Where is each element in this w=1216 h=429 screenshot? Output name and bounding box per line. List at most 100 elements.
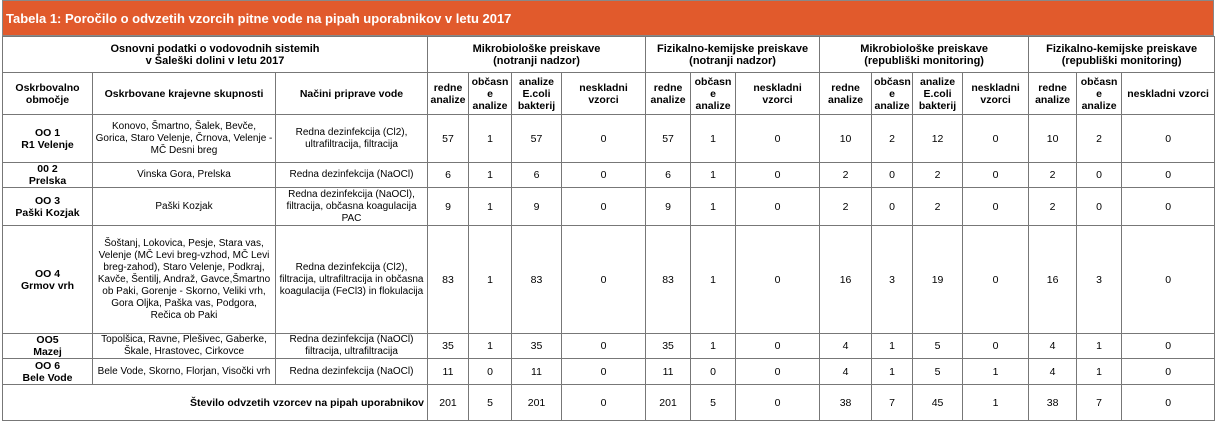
value-cell: 6	[645, 162, 692, 188]
area-code: OO5	[36, 334, 59, 347]
value-cell: 1	[690, 187, 737, 226]
value-cell: 0	[962, 333, 1030, 359]
value-cell: 9	[645, 187, 692, 226]
value-cell: 0	[560, 162, 647, 188]
col-header-redne: redne analize	[645, 72, 692, 115]
communities-cell: Topolšica, Ravne, Plešivec, Gaberke, Ška…	[92, 333, 276, 359]
total-value-cell: 7	[871, 384, 914, 421]
value-cell: 35	[511, 333, 562, 359]
table-row: OO5 Mazej Topolšica, Ravne, Plešivec, Gabe…	[2, 333, 1216, 359]
value-cell: 0	[871, 162, 914, 188]
table-row: OO 1 R1 Velenje Konovo, Šmartno, Šalek, Be…	[2, 114, 1216, 163]
area-name: Paški Kozjak	[15, 206, 80, 219]
value-cell: 1	[468, 225, 512, 334]
value-cell: 4	[819, 358, 873, 385]
value-cell: 10	[1028, 114, 1078, 163]
group-header-micro-monitoring: Mikrobiološke preiskave (republiški monit…	[819, 36, 1030, 73]
col-header-obcasne: občasn e analize	[1076, 72, 1123, 115]
column-header-row: Oskrbovalno območje Oskrbovane krajevne …	[2, 72, 1216, 115]
total-value-cell: 0	[1121, 384, 1216, 421]
table-row: OO 3 Paški Kozjak Paški Kozjak Redna dezinf…	[2, 187, 1216, 226]
value-cell: 10	[819, 114, 873, 163]
value-cell: 0	[962, 187, 1030, 226]
communities-cell: Paški Kozjak	[92, 187, 276, 226]
col-header-ecoli: analize E.coli bakterij	[511, 72, 562, 115]
value-cell: 0	[735, 225, 821, 334]
group-header-row: Osnovni podatki o vodovodnih sistemih v Š…	[2, 36, 1216, 73]
area-cell: OO5 Mazej	[2, 333, 93, 359]
value-cell: 6	[511, 162, 562, 188]
total-label: Število odvzetih vzorcev na pipah uporab…	[2, 384, 428, 421]
value-cell: 1	[690, 333, 737, 359]
value-cell: 0	[560, 333, 647, 359]
col-header-redne: redne analize	[819, 72, 873, 115]
value-cell: 1	[690, 162, 737, 188]
table-row: OO 4 Grmov vrh Šoštanj, Lokovica, Pesje, S…	[2, 225, 1216, 334]
total-value-cell: 201	[511, 384, 562, 421]
value-cell: 5	[912, 333, 964, 359]
area-code: OO 3	[34, 194, 61, 207]
total-value-cell: 45	[912, 384, 964, 421]
area-cell: OO 1 R1 Velenje	[2, 114, 93, 163]
area-name: R1 Velenje	[21, 138, 74, 151]
value-cell: 83	[645, 225, 692, 334]
value-cell: 1	[871, 358, 914, 385]
value-cell: 0	[962, 162, 1030, 188]
value-cell: 0	[560, 187, 647, 226]
value-cell: 0	[560, 114, 647, 163]
col-header-communities: Oskrbovane krajevne skupnosti	[92, 72, 276, 115]
area-name: Mazej	[33, 346, 62, 358]
value-cell: 0	[735, 333, 821, 359]
col-header-area: Oskrbovalno območje	[2, 72, 93, 115]
value-cell: 2	[1076, 114, 1123, 163]
col-header-neskladni: neskladni vzorci	[1121, 72, 1216, 115]
total-value-cell: 5	[690, 384, 737, 421]
total-value-cell: 201	[427, 384, 469, 421]
value-cell: 0	[1121, 358, 1216, 385]
col-header-obcasne: občasn e analize	[468, 72, 512, 115]
value-cell: 1	[690, 225, 737, 334]
value-cell: 35	[645, 333, 692, 359]
value-cell: 0	[871, 187, 914, 226]
value-cell: 11	[511, 358, 562, 385]
value-cell: 1	[468, 187, 512, 226]
col-header-neskladni: neskladni vzorci	[962, 72, 1030, 115]
value-cell: 0	[1121, 225, 1216, 334]
total-value-cell: 1	[962, 384, 1030, 421]
area-name: Bele Vode	[22, 371, 73, 384]
value-cell: 2	[912, 187, 964, 226]
basic-data-header: Osnovni podatki o vodovodnih sistemih v Š…	[2, 36, 428, 73]
group-header-micro-internal: Mikrobiološke preiskave (notranji nadzor)	[426, 36, 647, 73]
total-row: Število odvzetih vzorcev na pipah uporab…	[2, 384, 1216, 421]
methods-cell: Redna dezinfekcija (Cl2), ultrafiltracij…	[275, 114, 428, 163]
value-cell: 6	[427, 162, 469, 188]
col-header-neskladni: neskladni vzorci	[560, 72, 647, 115]
methods-cell: Redna dezinfekcija (NaOCl) filtracija, u…	[275, 333, 428, 359]
value-cell: 0	[468, 358, 512, 385]
table-row: OO 6 Bele Vode Bele Vode, Skorno, Florjan,…	[2, 358, 1216, 385]
value-cell: 4	[819, 333, 873, 359]
methods-cell: Redna dezinfekcija (NaOCl)	[275, 162, 428, 188]
area-cell: OO 3 Paški Kozjak	[2, 187, 93, 226]
col-header-ecoli: analize E.coli bakterij	[912, 72, 964, 115]
value-cell: 4	[1028, 358, 1078, 385]
group-header-physchem-internal: Fizikalno-kemijske preiskave (notranji na…	[645, 36, 821, 73]
total-value-cell: 5	[468, 384, 512, 421]
area-cell: OO 6 Bele Vode	[2, 358, 93, 385]
value-cell: 2	[819, 187, 873, 226]
total-value-cell: 0	[735, 384, 821, 421]
col-header-redne: redne analize	[1028, 72, 1078, 115]
value-cell: 19	[912, 225, 964, 334]
methods-cell: Redna dezinfekcija (NaOCl)	[275, 358, 428, 385]
total-value-cell: 38	[1028, 384, 1078, 421]
methods-cell: Redna dezinfekcija (NaOCl), filtracija, …	[275, 187, 428, 226]
value-cell: 2	[819, 162, 873, 188]
value-cell: 1	[1076, 333, 1123, 359]
value-cell: 2	[1028, 187, 1078, 226]
total-value-cell: 0	[560, 384, 647, 421]
area-cell: OO 4 Grmov vrh	[2, 225, 93, 334]
value-cell: 0	[735, 187, 821, 226]
value-cell: 57	[645, 114, 692, 163]
value-cell: 35	[427, 333, 469, 359]
